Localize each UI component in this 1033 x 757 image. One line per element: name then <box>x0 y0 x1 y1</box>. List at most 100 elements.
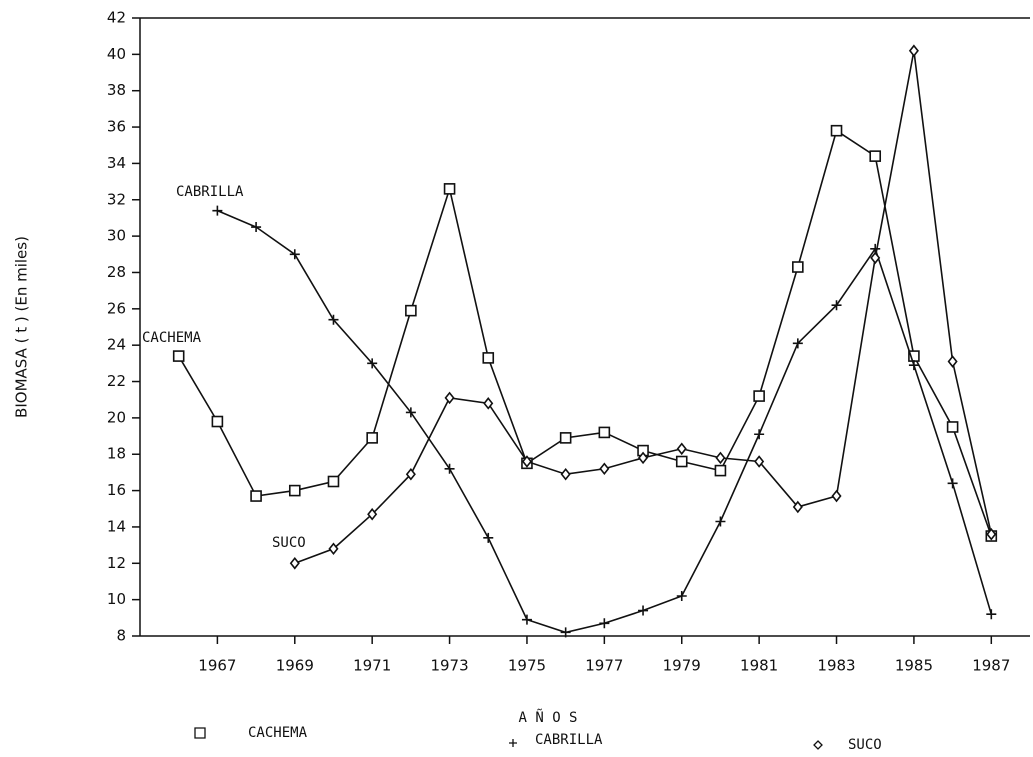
data-point <box>251 222 262 233</box>
data-point <box>172 350 185 362</box>
x-tick-label: 1967 <box>198 657 236 675</box>
series-annotation: CABRILLA <box>176 184 244 200</box>
legend-label: CACHEMA <box>248 725 308 741</box>
series-line <box>294 50 993 565</box>
data-point <box>986 609 997 620</box>
data-point <box>870 251 881 265</box>
y-tick-label: 8 <box>116 627 126 645</box>
data-point <box>947 478 958 489</box>
data-point <box>754 455 765 468</box>
legend-label: CABRILLA <box>535 732 603 748</box>
series-line <box>217 209 993 634</box>
x-tick-label: 1975 <box>508 657 546 675</box>
y-tick-label: 40 <box>107 45 126 63</box>
data-point <box>288 484 301 497</box>
x-tick-label: 1973 <box>430 657 468 675</box>
data-point <box>598 426 611 439</box>
y-axis-label: BIOMASA ( t ) (En miles) <box>13 236 31 418</box>
x-tick-label: 1969 <box>276 657 314 675</box>
data-point <box>676 591 687 602</box>
y-tick-label: 10 <box>107 590 126 608</box>
data-point <box>482 352 495 364</box>
data-point <box>946 421 959 433</box>
x-tick-label: 1985 <box>895 657 933 675</box>
y-tick-label: 16 <box>107 481 126 499</box>
data-point <box>714 464 727 477</box>
series-annotation: CACHEMA <box>142 330 202 346</box>
legend-symbol <box>813 740 823 750</box>
data-point <box>521 614 532 625</box>
data-point <box>792 500 803 514</box>
y-tick-label: 42 <box>107 9 126 27</box>
series-line <box>178 129 993 537</box>
x-axis-label: A Ñ O S <box>518 709 577 726</box>
data-point <box>599 618 610 629</box>
data-point <box>753 390 765 402</box>
data-point <box>250 490 262 502</box>
legend-symbol <box>194 727 206 739</box>
data-point <box>986 527 997 541</box>
y-tick-label: 14 <box>107 517 126 535</box>
data-point <box>405 407 416 418</box>
x-tick-label: 1979 <box>663 657 701 675</box>
y-tick-label: 12 <box>107 554 126 572</box>
x-tick-label: 1987 <box>972 657 1010 675</box>
x-tick-label: 1977 <box>585 657 623 675</box>
data-point <box>289 557 300 570</box>
data-point <box>328 314 339 325</box>
series-annotation: SUCO <box>272 535 306 551</box>
y-tick-label: 20 <box>107 408 126 426</box>
data-point <box>792 338 803 349</box>
data-point <box>521 455 532 468</box>
data-point <box>366 432 378 444</box>
data-point <box>328 542 339 556</box>
y-tick-label: 18 <box>107 445 126 463</box>
data-point <box>792 261 804 273</box>
y-tick-label: 38 <box>107 81 126 99</box>
data-point <box>715 451 726 465</box>
data-point <box>211 415 224 428</box>
data-point <box>443 183 456 195</box>
y-tick-label: 34 <box>107 154 126 172</box>
data-point <box>831 300 842 311</box>
x-tick-label: 1983 <box>817 657 855 675</box>
data-point <box>947 355 958 368</box>
data-point <box>830 124 843 137</box>
data-point <box>483 397 494 410</box>
data-point <box>675 455 688 468</box>
y-tick-label: 36 <box>107 118 126 136</box>
legend-symbol <box>509 739 517 747</box>
data-point <box>560 627 571 638</box>
data-point <box>638 451 649 465</box>
data-point <box>831 489 842 503</box>
data-point <box>908 44 919 57</box>
data-point <box>483 532 494 543</box>
y-tick-label: 32 <box>107 190 126 208</box>
data-point <box>638 605 649 616</box>
data-point <box>444 391 455 405</box>
data-point <box>327 475 340 488</box>
data-point <box>367 358 378 369</box>
data-point <box>676 442 687 456</box>
data-point <box>560 467 571 481</box>
data-point <box>754 429 765 440</box>
y-tick-label: 26 <box>107 299 126 317</box>
data-point <box>559 432 572 444</box>
x-tick-label: 1981 <box>740 657 778 675</box>
data-point <box>367 507 378 521</box>
data-point <box>405 304 417 317</box>
y-tick-label: 24 <box>107 336 126 354</box>
y-tick-label: 30 <box>107 227 126 245</box>
data-point <box>405 467 416 481</box>
data-point <box>908 360 919 371</box>
legend-label: SUCO <box>848 737 882 753</box>
data-point <box>599 462 610 476</box>
y-tick-label: 28 <box>107 263 126 281</box>
data-point <box>715 516 726 527</box>
data-point <box>212 205 223 216</box>
data-point <box>289 249 300 260</box>
y-tick-label: 22 <box>107 372 126 390</box>
x-tick-label: 1971 <box>353 657 391 675</box>
data-point <box>869 150 882 162</box>
